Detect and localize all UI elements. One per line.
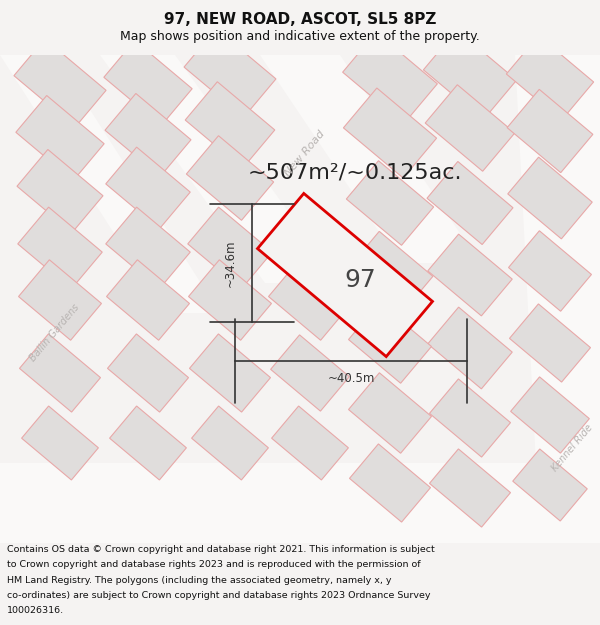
Polygon shape: [106, 147, 190, 229]
Polygon shape: [0, 55, 220, 313]
Polygon shape: [425, 85, 515, 171]
Polygon shape: [511, 377, 589, 453]
Text: co-ordinates) are subject to Crown copyright and database rights 2023 Ordnance S: co-ordinates) are subject to Crown copyr…: [7, 591, 431, 600]
Polygon shape: [349, 302, 431, 383]
Polygon shape: [184, 29, 276, 118]
Polygon shape: [513, 449, 587, 521]
Text: 97, NEW ROAD, ASCOT, SL5 8PZ: 97, NEW ROAD, ASCOT, SL5 8PZ: [164, 12, 436, 27]
Polygon shape: [427, 161, 513, 244]
Text: ~507m²/~0.125ac.: ~507m²/~0.125ac.: [248, 163, 462, 183]
Polygon shape: [107, 334, 188, 412]
Polygon shape: [343, 32, 437, 124]
Polygon shape: [349, 372, 431, 453]
Polygon shape: [428, 234, 512, 316]
Polygon shape: [106, 207, 190, 289]
Polygon shape: [509, 304, 590, 382]
Polygon shape: [16, 96, 104, 181]
Polygon shape: [343, 88, 437, 178]
Text: Kennel Ride: Kennel Ride: [550, 422, 595, 473]
Polygon shape: [104, 41, 192, 126]
Text: Map shows position and indicative extent of the property.: Map shows position and indicative extent…: [120, 30, 480, 43]
Polygon shape: [22, 406, 98, 480]
Polygon shape: [18, 207, 102, 289]
Polygon shape: [105, 94, 191, 176]
Polygon shape: [269, 260, 352, 340]
Text: HM Land Registry. The polygons (including the associated geometry, namely x, y: HM Land Registry. The polygons (includin…: [7, 576, 392, 584]
Text: Contains OS data © Crown copyright and database right 2021. This information is : Contains OS data © Crown copyright and d…: [7, 545, 435, 554]
Polygon shape: [430, 379, 511, 457]
Polygon shape: [507, 89, 593, 172]
Polygon shape: [110, 406, 187, 480]
Polygon shape: [191, 406, 268, 480]
Polygon shape: [346, 161, 434, 245]
Polygon shape: [190, 334, 271, 412]
Polygon shape: [185, 82, 275, 168]
Polygon shape: [424, 30, 517, 120]
Polygon shape: [272, 406, 349, 480]
Polygon shape: [347, 231, 433, 314]
Polygon shape: [509, 231, 592, 311]
Polygon shape: [428, 307, 512, 389]
Polygon shape: [430, 449, 511, 527]
Text: ~34.6m: ~34.6m: [223, 239, 236, 287]
Polygon shape: [260, 55, 480, 263]
Text: 100026316.: 100026316.: [7, 606, 64, 616]
Text: Ballin Gardens: Ballin Gardens: [28, 302, 82, 364]
Text: ~40.5m: ~40.5m: [328, 372, 374, 386]
Polygon shape: [515, 55, 600, 543]
Polygon shape: [271, 335, 349, 411]
Text: New Road: New Road: [283, 128, 327, 178]
Polygon shape: [257, 193, 433, 357]
Polygon shape: [349, 444, 431, 522]
Polygon shape: [269, 208, 352, 288]
Polygon shape: [19, 334, 101, 412]
Polygon shape: [506, 36, 593, 120]
Polygon shape: [0, 463, 600, 543]
Polygon shape: [508, 157, 592, 239]
Polygon shape: [187, 136, 274, 220]
Polygon shape: [188, 207, 272, 289]
Polygon shape: [14, 39, 106, 127]
Text: to Crown copyright and database rights 2023 and is reproduced with the permissio: to Crown copyright and database rights 2…: [7, 560, 421, 569]
Text: 97: 97: [344, 268, 376, 292]
Polygon shape: [107, 260, 190, 340]
Polygon shape: [17, 149, 103, 232]
Polygon shape: [188, 260, 271, 340]
Polygon shape: [19, 260, 101, 340]
Polygon shape: [100, 55, 340, 283]
